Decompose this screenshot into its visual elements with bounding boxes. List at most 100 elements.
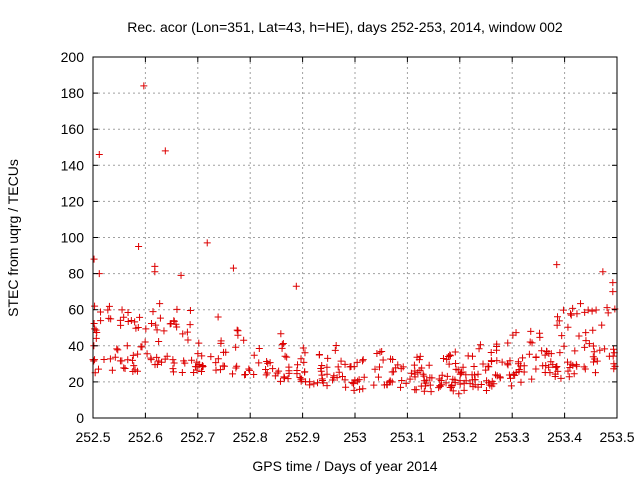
data-point (124, 317, 132, 325)
data-point (151, 268, 159, 276)
data-point (351, 376, 359, 384)
data-point (269, 365, 277, 373)
y-tick-label: 40 (68, 338, 84, 354)
data-point (233, 326, 241, 334)
data-point (130, 362, 138, 370)
data-point (411, 373, 419, 381)
data-point (285, 363, 293, 371)
data-point (100, 355, 108, 363)
data-point (466, 380, 474, 388)
data-point (553, 261, 561, 269)
data-point (475, 345, 483, 353)
data-point (331, 346, 339, 354)
data-point (601, 345, 609, 353)
data-point (133, 367, 141, 375)
data-point (376, 348, 384, 356)
data-point (398, 376, 406, 384)
data-point (160, 327, 168, 335)
data-point (379, 356, 387, 364)
data-point (283, 353, 291, 361)
data-point (419, 370, 427, 378)
data-point (417, 382, 425, 390)
data-point (604, 309, 612, 317)
data-point (356, 385, 364, 393)
data-point (438, 381, 446, 389)
data-point (188, 356, 196, 364)
data-point (370, 381, 378, 389)
data-point (170, 359, 178, 367)
data-point (609, 288, 617, 296)
data-point (564, 323, 572, 331)
data-point (153, 353, 161, 361)
data-point (425, 361, 433, 369)
data-point (575, 332, 583, 340)
data-point (124, 309, 132, 317)
data-point (519, 354, 527, 362)
data-point (438, 371, 446, 379)
data-point (134, 350, 142, 358)
x-tick-label: 253.5 (599, 429, 634, 445)
data-point (229, 264, 237, 272)
data-point (527, 327, 535, 335)
data-point (577, 300, 585, 308)
data-point (526, 338, 534, 346)
data-point (232, 343, 240, 351)
data-point (318, 361, 326, 369)
data-point (554, 367, 562, 375)
data-point (156, 300, 164, 308)
y-tick-label: 80 (68, 266, 84, 282)
data-point (442, 379, 450, 387)
data-point (487, 349, 495, 357)
data-point (111, 353, 119, 361)
data-point (492, 371, 500, 379)
data-point (324, 354, 332, 362)
data-point (476, 341, 484, 349)
data-point (510, 370, 518, 378)
data-point (106, 355, 114, 363)
data-points (89, 82, 619, 398)
data-point (454, 366, 462, 374)
data-point (546, 369, 554, 377)
data-point (262, 371, 270, 379)
data-point (358, 357, 366, 365)
data-point (190, 368, 198, 376)
data-point (90, 319, 98, 327)
data-point (163, 352, 171, 360)
data-point (486, 381, 494, 389)
data-point (198, 367, 206, 375)
data-point (275, 367, 283, 375)
data-point (105, 314, 113, 322)
data-point (507, 382, 515, 390)
data-point (373, 349, 381, 357)
y-tick-label: 60 (68, 302, 84, 318)
data-point (459, 363, 467, 371)
data-point (557, 374, 565, 382)
data-point (155, 338, 163, 346)
data-point (120, 364, 128, 372)
data-point (355, 376, 363, 384)
data-point (563, 358, 571, 366)
data-point (444, 353, 452, 361)
data-point (280, 373, 288, 381)
data-point (281, 352, 289, 360)
data-point (147, 354, 155, 362)
data-point (427, 388, 435, 396)
data-point (198, 362, 206, 370)
data-point (545, 363, 553, 371)
data-point (179, 330, 187, 338)
x-tick-label: 253.3 (495, 429, 530, 445)
data-point (94, 365, 102, 373)
data-point (199, 362, 207, 370)
data-point (446, 383, 454, 391)
data-point (515, 365, 523, 373)
data-point (323, 370, 331, 378)
data-point (334, 363, 342, 371)
data-point (553, 363, 561, 371)
x-tick-label: 253.2 (442, 429, 477, 445)
data-point (596, 346, 604, 354)
data-point (284, 375, 292, 383)
data-point (203, 239, 211, 247)
data-point (558, 332, 566, 340)
data-point (207, 353, 215, 361)
